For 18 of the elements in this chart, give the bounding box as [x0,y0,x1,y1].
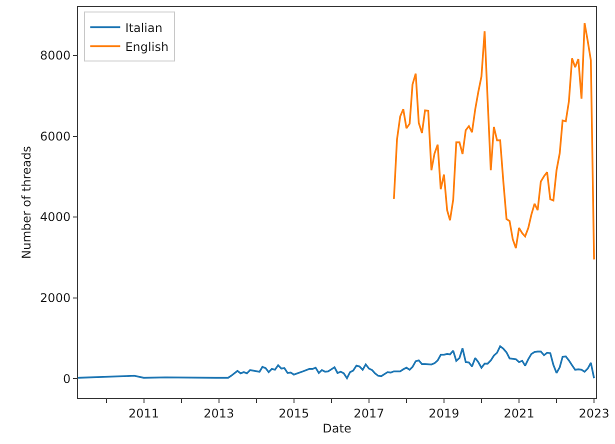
y-tick-label: 6000 [40,129,71,144]
x-axis-title: Date [322,421,352,436]
x-tick-label: 2015 [278,406,310,420]
line-series [393,22,595,260]
y-axis-title: Number of threads [19,146,34,259]
x-tick-label: 2017 [354,406,384,420]
x-tick-label: 2021 [504,406,534,420]
legend-label: Italian [125,20,162,35]
y-tick-label: 4000 [40,210,71,224]
x-tick-label: 2013 [204,406,234,420]
x-tick-label: 2023 [578,406,610,420]
x-tick-label: 2011 [128,406,160,420]
y-tick-label: 2000 [40,291,71,306]
y-tick-label: 0 [62,372,71,386]
line-series [78,345,595,380]
x-tick-label: 2019 [428,406,460,420]
legend-label: English [125,40,169,54]
y-tick-label: 8000 [40,48,71,63]
